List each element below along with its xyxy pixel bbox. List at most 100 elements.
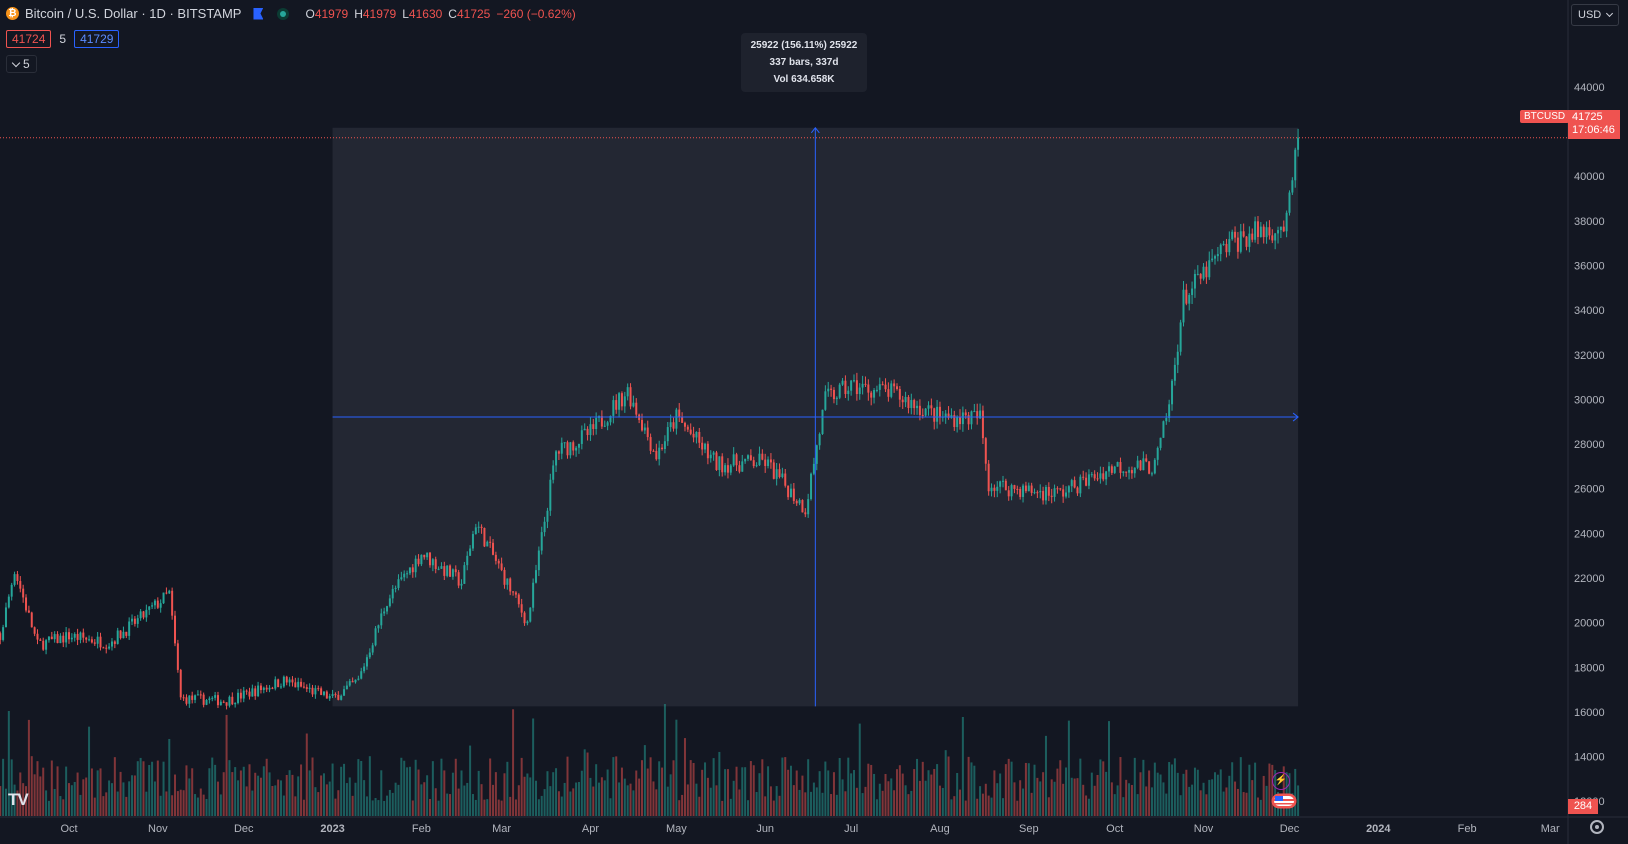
volume-bar	[22, 783, 25, 816]
gear-icon[interactable]	[1590, 820, 1604, 834]
volume-bar	[924, 780, 927, 816]
volume-bar	[950, 799, 953, 816]
candle-body	[778, 469, 781, 478]
candle-body	[1159, 437, 1162, 448]
candle-body	[769, 459, 772, 463]
candle-body	[1228, 239, 1231, 253]
volume-bar	[1039, 781, 1042, 816]
candle-body	[428, 552, 431, 566]
market-status-icon[interactable]	[277, 7, 290, 20]
candle-body	[835, 397, 838, 400]
candle-body	[363, 666, 366, 672]
volume-bar	[895, 769, 898, 816]
candle-body	[423, 554, 426, 558]
candle-body	[179, 669, 182, 698]
ohlc-close-key: C	[448, 6, 457, 21]
volume-bar	[824, 761, 827, 816]
volume-bar	[873, 773, 876, 816]
volume-bar	[1019, 780, 1022, 816]
candle-body	[108, 646, 111, 649]
candle-body	[1053, 488, 1056, 497]
currency-select[interactable]: USD	[1571, 4, 1619, 26]
volume-bar	[904, 785, 907, 816]
flag-icon[interactable]	[253, 7, 264, 20]
candle-body	[27, 610, 30, 613]
candle-body	[437, 568, 440, 570]
volume-bar	[738, 789, 741, 816]
volume-bar	[523, 776, 526, 816]
volume-bar	[1205, 794, 1208, 816]
buy-price-button[interactable]: 41729	[74, 30, 120, 48]
volume-bar	[477, 770, 480, 816]
candle-body	[652, 450, 655, 452]
volume-bar	[128, 781, 131, 816]
candle-body	[683, 422, 686, 427]
candle-body	[761, 453, 764, 460]
volume-bar	[967, 756, 970, 816]
volume-bar	[397, 784, 400, 816]
volume-bar	[827, 770, 830, 816]
volume-bar	[105, 792, 108, 816]
volume-bar	[131, 775, 134, 816]
volume-bar	[1076, 778, 1079, 816]
candle-body	[1188, 295, 1191, 304]
volume-bar	[506, 761, 509, 816]
candle-body	[635, 402, 638, 415]
candle-body	[174, 615, 177, 644]
volume-bar	[168, 738, 171, 816]
tradingview-logo-icon[interactable]: TV	[8, 790, 29, 809]
candle-body	[377, 625, 380, 629]
volume-bar	[761, 759, 764, 816]
candle-body	[1211, 258, 1214, 261]
volume-bar	[463, 785, 466, 816]
volume-bar	[13, 784, 16, 816]
volume-bar	[368, 756, 371, 816]
candle-body	[1102, 473, 1105, 480]
volume-bar	[1056, 768, 1059, 816]
candle-body	[878, 384, 881, 390]
volume-bar	[268, 772, 271, 816]
volume-bar	[789, 765, 792, 816]
us-flag-icon[interactable]	[1271, 793, 1297, 809]
candle-body	[815, 445, 818, 464]
candle-body	[85, 637, 88, 640]
candle-body	[873, 390, 876, 398]
candle-body	[1222, 243, 1225, 245]
ohlc-high-value: 41979	[362, 6, 397, 21]
volume-bar	[1128, 783, 1131, 816]
volume-bar	[139, 757, 142, 816]
volume-bar	[33, 774, 36, 816]
volume-bar	[623, 778, 626, 816]
volume-bar	[726, 769, 729, 816]
candle-body	[463, 565, 466, 584]
volume-bar	[1162, 782, 1165, 816]
price-tick-label: 44000	[1574, 82, 1605, 94]
volume-bar	[222, 772, 225, 816]
candle-body	[76, 633, 79, 640]
volume-bar	[913, 769, 916, 816]
volume-bar	[1282, 766, 1285, 816]
symbol-price-label: BTCUSD	[1520, 110, 1570, 123]
candle-body	[357, 678, 360, 680]
volume-bar	[302, 799, 305, 816]
volume-bar	[196, 797, 199, 816]
volume-bar	[282, 795, 285, 816]
volume-bar	[643, 745, 646, 816]
price-tick-label: 26000	[1574, 484, 1605, 496]
candle-body	[65, 632, 68, 643]
volume-bar	[503, 773, 506, 816]
indicators-toggle-button[interactable]: 5	[6, 55, 37, 73]
volume-bar	[1013, 782, 1016, 816]
lightning-icon[interactable]: ⚡	[1272, 772, 1290, 790]
volume-bar	[646, 768, 649, 816]
volume-bar	[1070, 777, 1073, 816]
volume-bar	[102, 796, 105, 816]
sell-price-button[interactable]: 41724	[6, 30, 52, 48]
symbol-title[interactable]: Bitcoin / U.S. Dollar · 1D · BITSTAMP	[25, 6, 242, 21]
volume-bar	[1142, 759, 1145, 816]
candle-body	[394, 587, 397, 589]
candle-body	[13, 574, 16, 585]
volume-bar	[1030, 792, 1033, 816]
candle-body	[1010, 485, 1013, 497]
